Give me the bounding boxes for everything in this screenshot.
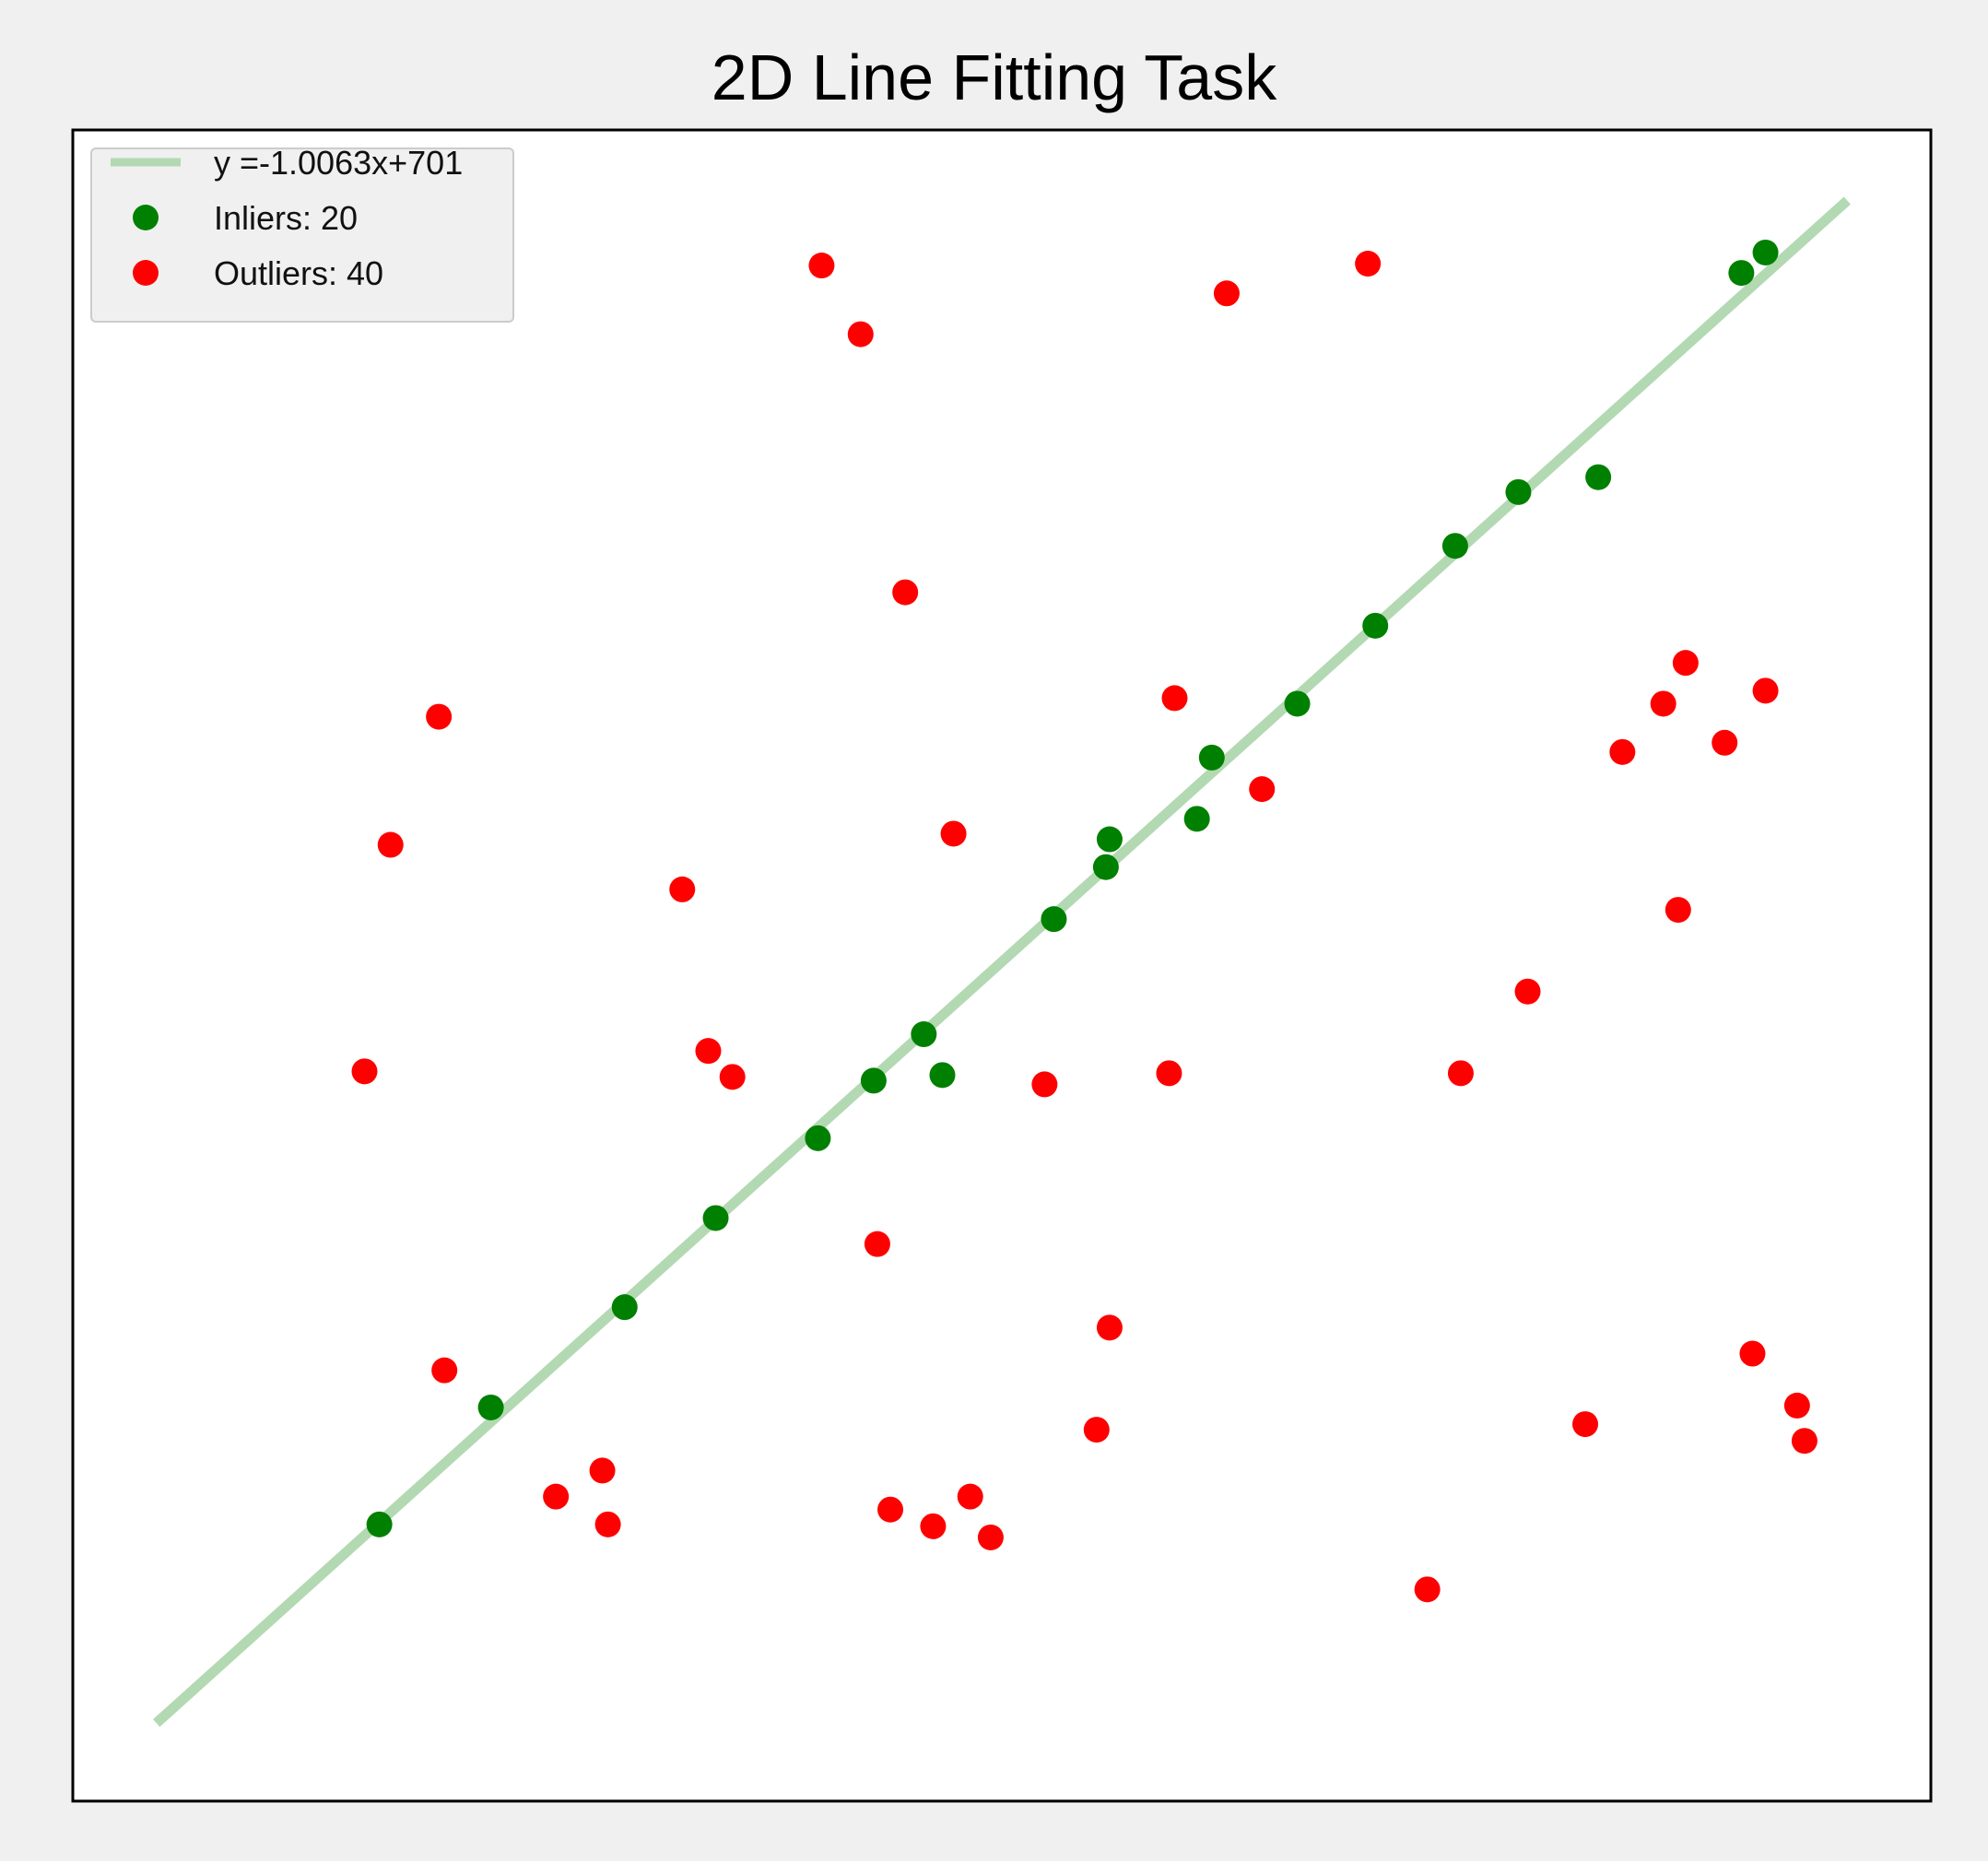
inlier-point	[1092, 854, 1119, 880]
outlier-point	[1791, 1428, 1817, 1455]
outlier-point	[1083, 1417, 1110, 1443]
outlier-point	[1355, 251, 1382, 277]
fit-line	[153, 196, 1851, 1727]
outlier-point	[351, 1058, 378, 1085]
outlier-point	[1672, 650, 1699, 677]
legend-label-inliers: Inliers: 20	[214, 199, 359, 237]
inlier-point	[1041, 906, 1067, 933]
inlier-point	[929, 1062, 956, 1089]
outlier-point	[431, 1357, 458, 1384]
outlier-point	[1572, 1411, 1599, 1438]
outlier-point	[1665, 897, 1691, 924]
inlier-point	[1728, 260, 1755, 287]
inlier-point	[805, 1125, 831, 1151]
outlier-point	[1249, 776, 1276, 803]
points-layer	[351, 239, 1817, 1603]
outlier-point	[669, 876, 696, 902]
outlier-point	[1096, 1314, 1123, 1341]
chart-title: 2D Line Fitting Task	[711, 41, 1277, 113]
outlier-point	[877, 1496, 904, 1523]
inlier-point	[1752, 239, 1779, 265]
legend-line-swatch	[111, 158, 181, 167]
outlier-point	[1609, 738, 1636, 765]
outlier-point	[940, 820, 967, 847]
legend-item-inliers: Inliers: 20	[92, 190, 512, 245]
outlier-point	[1783, 1392, 1810, 1419]
outlier-point	[1650, 690, 1676, 717]
inlier-point	[1441, 533, 1468, 559]
outlier-point	[695, 1038, 722, 1065]
outlier-point	[892, 579, 919, 606]
inlier-point	[366, 1511, 393, 1537]
outlier-point	[1161, 685, 1188, 712]
outlier-point	[808, 253, 835, 279]
outlier-point	[1156, 1060, 1182, 1087]
inlier-point	[860, 1067, 887, 1094]
inlier-point	[611, 1294, 638, 1321]
outlier-point	[377, 831, 404, 858]
inlier-point	[1585, 464, 1612, 490]
outlier-point	[920, 1513, 947, 1539]
outlier-point	[1514, 978, 1541, 1005]
outlier-point	[594, 1511, 621, 1537]
outlier-point	[1739, 1340, 1766, 1367]
inlier-point	[702, 1205, 729, 1231]
outlier-point	[589, 1457, 616, 1484]
legend-item-fit-line: y =-1.0063x+701	[92, 135, 512, 190]
inlier-point	[1198, 744, 1225, 771]
legend-item-outliers: Outliers: 40	[92, 245, 512, 300]
outlier-point	[1447, 1060, 1474, 1087]
inlier-point	[1362, 612, 1389, 639]
legend: y =-1.0063x+701 Inliers: 20 Outliers: 40	[90, 144, 514, 323]
legend-marker-inliers	[133, 205, 159, 230]
inlier-point	[1183, 806, 1210, 832]
inlier-point	[1505, 478, 1532, 505]
legend-label-fit-line: y =-1.0063x+701	[214, 144, 464, 182]
legend-label-outliers: Outliers: 40	[214, 254, 384, 292]
outlier-point	[957, 1483, 983, 1510]
legend-marker-outliers	[133, 260, 159, 286]
outlier-point	[543, 1483, 570, 1510]
outlier-point	[847, 321, 874, 347]
outlier-point	[426, 703, 453, 730]
outlier-point	[719, 1064, 746, 1090]
outlier-point	[864, 1231, 890, 1257]
outlier-point	[1031, 1071, 1058, 1098]
outlier-point	[1752, 677, 1779, 704]
outlier-point	[1414, 1576, 1441, 1603]
outlier-point	[977, 1524, 1004, 1550]
outlier-point	[1712, 729, 1738, 756]
outlier-point	[1213, 280, 1240, 307]
inlier-point	[1284, 690, 1311, 717]
inlier-point	[1096, 826, 1123, 853]
inlier-point	[911, 1021, 937, 1048]
inlier-point	[477, 1394, 504, 1420]
fit-line-layer	[153, 196, 1851, 1727]
